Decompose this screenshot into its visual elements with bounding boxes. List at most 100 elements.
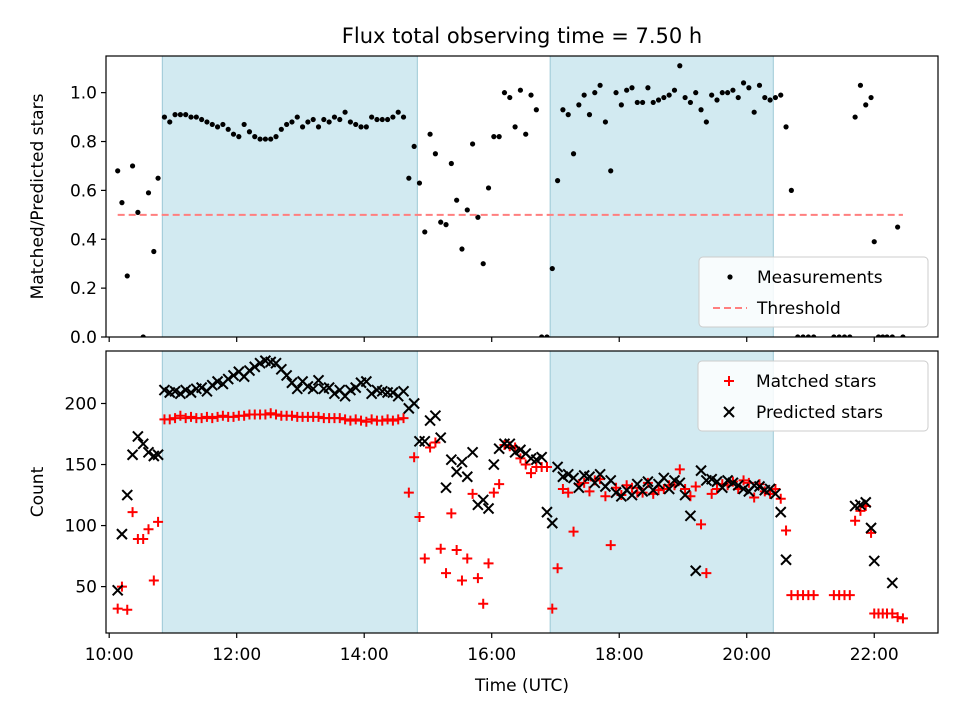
predicted-star-point [868, 555, 880, 567]
predicted-star-point [562, 468, 574, 481]
measurement-point [624, 87, 630, 93]
predicted-star-point [886, 577, 899, 589]
measurement-point [167, 119, 173, 125]
matched-star-point [850, 515, 861, 526]
predicted-star-point [435, 431, 447, 444]
matched-star-point [621, 480, 632, 491]
matched-star-point [674, 464, 685, 475]
measurement-point [746, 85, 752, 91]
measurement-point [539, 334, 545, 337]
measurement-point [411, 143, 417, 150]
matched-star-point [478, 598, 489, 609]
measurement-point [805, 334, 811, 337]
x-tick-label: 22:00 [850, 645, 899, 665]
plot-area [115, 63, 906, 337]
shaded-span [161, 55, 418, 338]
measurement-point [778, 92, 784, 98]
matched-star-point [770, 483, 781, 494]
x-tick-label: 12:00 [212, 645, 261, 665]
predicted-star-point [121, 489, 133, 501]
predicted-star-point [328, 388, 341, 400]
measurement-point [448, 160, 454, 167]
matched-star-point [212, 411, 223, 422]
predicted-star-point [716, 482, 729, 494]
predicted-star-point [605, 474, 617, 487]
matched-star-point [552, 563, 563, 574]
legend-label: Measurements [757, 268, 883, 288]
predicted-star-point [769, 488, 782, 500]
measurement-point [342, 109, 348, 115]
predicted-star-point [280, 369, 293, 382]
predicted-star-point [626, 489, 638, 501]
measurement-point [262, 136, 268, 142]
predicted-star-point [679, 489, 691, 501]
matched-star-point [350, 414, 361, 425]
matched-star-point [175, 410, 186, 421]
measurement-point [772, 94, 779, 101]
predicted-star-point [546, 517, 558, 529]
measurement-point [315, 124, 322, 130]
y-tick-label: 0.8 [70, 133, 97, 153]
measurement-point [145, 190, 152, 196]
measurement-point [310, 116, 316, 123]
y-tick-label: 100 [65, 517, 97, 537]
predicted-star-point [477, 494, 489, 506]
matched-star-point [143, 524, 154, 535]
predicted-star-point [440, 482, 452, 494]
measurement-point [177, 112, 183, 118]
measurement-point [889, 334, 895, 337]
y-tick-label: 1.0 [70, 84, 97, 104]
measurement-point [629, 85, 635, 91]
measurement-point [576, 102, 582, 108]
predicted-star-point [631, 478, 643, 490]
matched-star-point [414, 512, 425, 523]
matched-star-point [196, 413, 207, 424]
matched-star-point [765, 488, 776, 499]
measurement-point [863, 102, 869, 108]
legend-box [698, 256, 929, 328]
matched-star-point [239, 410, 250, 421]
matched-star-point [441, 568, 452, 579]
legend-marker-swatch [727, 274, 733, 280]
matched-star-point [690, 481, 701, 492]
measurement-point [183, 112, 189, 118]
measurement-point [549, 265, 555, 272]
measurement-point [895, 224, 901, 230]
measurement-point [800, 334, 806, 337]
predicted-star-point [589, 477, 601, 489]
measurement-point [289, 119, 295, 125]
matched-star-point [563, 487, 574, 498]
predicted-star-point [674, 477, 686, 489]
measurement-point [671, 87, 678, 93]
matched-star-point [579, 477, 590, 488]
measurement-point [847, 334, 853, 337]
measurement-point [693, 90, 699, 96]
matched-star-point [271, 409, 282, 420]
legend: Matched stars Predicted stars [697, 360, 929, 432]
measurement-point [124, 273, 130, 279]
axes-frame [105, 55, 939, 338]
predicted-star-point [504, 438, 516, 450]
measurement-point [155, 175, 161, 181]
measurement-point [496, 134, 502, 140]
measurement-point [188, 114, 194, 120]
predicted-star-point [408, 397, 420, 410]
legend-item: Matched stars [724, 372, 876, 392]
matched-star-point [653, 485, 664, 496]
matched-star-point [164, 414, 175, 425]
legend-item: Predicted stars [723, 403, 883, 423]
measurement-point [241, 121, 247, 128]
matched-star-point [520, 459, 531, 470]
measurement-point [390, 114, 396, 120]
matched-star-point [557, 483, 568, 494]
predicted-star-point [195, 381, 208, 394]
measurement-point [554, 178, 561, 184]
measurement-point [416, 180, 423, 186]
predicted-star-point [185, 386, 197, 399]
matched-star-point [855, 505, 866, 516]
measurement-point [618, 102, 624, 108]
predicted-star-point [456, 456, 468, 468]
predicted-star-point [753, 480, 766, 493]
measurement-point [880, 334, 886, 337]
measurement-point [464, 207, 470, 213]
